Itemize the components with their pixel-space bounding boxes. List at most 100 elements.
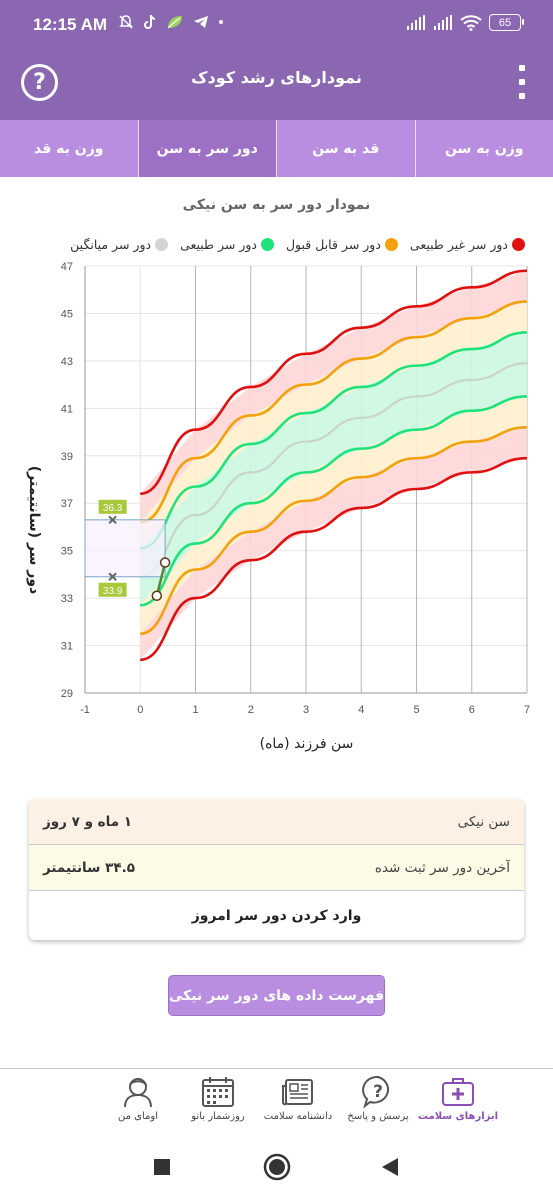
band-fill bbox=[140, 301, 527, 549]
age-value: ۱ ماه و ۷ روز bbox=[43, 813, 133, 830]
battery-icon: 65 bbox=[489, 14, 524, 31]
zoom-label-bg bbox=[98, 582, 127, 597]
series-line bbox=[140, 426, 528, 635]
y-tick-label: 29 bbox=[61, 688, 73, 700]
legend-dot-icon bbox=[384, 238, 398, 251]
recent-apps-icon[interactable] bbox=[153, 1158, 171, 1176]
series-line bbox=[140, 269, 528, 496]
zoom-marker-icon bbox=[108, 515, 117, 525]
wifi-icon bbox=[460, 14, 482, 31]
nav-label: ابزارهای سلامت bbox=[417, 1111, 499, 1122]
zoom-label-bg bbox=[98, 499, 127, 514]
x-axis-label: سن فرزند (ماه) bbox=[259, 736, 354, 752]
x-tick-label: -1 bbox=[80, 704, 90, 716]
help-button[interactable]: ? bbox=[21, 64, 58, 101]
signal-icon bbox=[434, 14, 452, 30]
y-tick-label: 31 bbox=[61, 641, 73, 653]
telegram-icon bbox=[194, 16, 208, 28]
band-fill bbox=[140, 270, 527, 523]
zoom-label: 33.9 bbox=[103, 586, 123, 597]
series-line bbox=[140, 362, 528, 578]
system-nav-bar bbox=[0, 1132, 553, 1200]
y-axis-label: دور سر (سانتیمتر) bbox=[26, 465, 42, 595]
zoom-label: 36.3 bbox=[103, 503, 123, 514]
x-tick-label: 7 bbox=[524, 704, 530, 716]
tab-head-age[interactable]: دور سر به سن bbox=[137, 120, 276, 177]
tab-height-age[interactable]: قد به سن bbox=[276, 120, 415, 177]
legend-dot-icon bbox=[155, 238, 169, 251]
tab-weight-age[interactable]: وزن به سن bbox=[414, 120, 553, 177]
last-measurement-value: ۳۴.۵ سانتیمتر bbox=[43, 859, 135, 876]
band-fill bbox=[140, 427, 527, 660]
legend-item-abnormal[interactable]: دور سر غیر طبیعی bbox=[410, 237, 525, 252]
user-profile-icon bbox=[124, 1078, 152, 1108]
x-tick-label: 4 bbox=[358, 704, 364, 716]
legend-item-average[interactable]: دور سر میانگین bbox=[70, 237, 169, 252]
y-tick-label: 33 bbox=[61, 593, 73, 605]
nav-calendar[interactable]: روزشمار بانو bbox=[178, 1069, 258, 1132]
legend-label: دور سر میانگین bbox=[70, 237, 152, 252]
zoom-marker-icon bbox=[108, 572, 117, 581]
chart-title: نمودار دور سر به سن نیکی bbox=[182, 197, 371, 213]
nav-health-tools[interactable]: ابزارهای سلامت bbox=[418, 1069, 498, 1132]
back-icon[interactable] bbox=[381, 1157, 399, 1177]
series-line bbox=[140, 456, 528, 662]
measurement-point bbox=[151, 590, 163, 601]
series-line bbox=[140, 395, 528, 607]
enter-today-button[interactable]: وارد کردن دور سر امروز bbox=[191, 907, 362, 924]
calendar-icon bbox=[202, 1077, 234, 1107]
app-bar: ? نمودارهای رشد کودک bbox=[0, 44, 553, 120]
signal-icon bbox=[407, 14, 425, 30]
zoom-box bbox=[84, 519, 166, 578]
band-fill bbox=[140, 363, 527, 606]
info-card: ۱ ماه و ۷ روز سن نیکی ۳۴.۵ سانتیمتر آخری… bbox=[29, 799, 524, 940]
last-measurement-row: ۳۴.۵ سانتیمتر آخرین دور سر ثبت شده bbox=[29, 845, 524, 891]
legend-dot-icon bbox=[260, 238, 274, 251]
age-label: سن نیکی bbox=[457, 813, 510, 830]
legend-item-acceptable[interactable]: دور سر قابل قبول bbox=[286, 237, 398, 252]
nav-encyclopedia[interactable]: دانشنامه سلامت bbox=[258, 1069, 338, 1132]
chart-legend: دور سر غیر طبیعی دور سر قابل قبول دور سر… bbox=[70, 237, 525, 252]
home-icon[interactable] bbox=[263, 1153, 291, 1181]
nav-label: روزشمار بانو bbox=[191, 1111, 245, 1122]
nav-label: دانشنامه سلامت bbox=[263, 1111, 333, 1122]
legend-label: دور سر غیر طبیعی bbox=[409, 237, 508, 252]
status-bar: 12:15 AM 65 bbox=[0, 0, 553, 44]
x-tick-label: 5 bbox=[413, 704, 419, 716]
x-tick-label: 3 bbox=[303, 704, 309, 716]
nav-label: اومای من bbox=[118, 1111, 158, 1122]
page-title: نمودارهای رشد کودک bbox=[191, 68, 362, 87]
band-fill bbox=[140, 396, 527, 634]
band-fill bbox=[140, 332, 527, 577]
newspaper-icon bbox=[282, 1079, 313, 1106]
legend-label: دور سر قابل قبول bbox=[285, 237, 381, 252]
series-line bbox=[140, 331, 528, 550]
tab-weight-height[interactable]: وزن به قد bbox=[34, 140, 104, 157]
x-tick-label: 6 bbox=[469, 704, 475, 716]
series-line bbox=[140, 300, 528, 524]
status-time: 12:15 AM bbox=[33, 15, 108, 34]
nav-profile[interactable]: اومای من bbox=[98, 1069, 178, 1132]
data-list-button[interactable]: فهرست داده های دور سر نیکی bbox=[168, 975, 385, 1016]
y-tick-label: 41 bbox=[61, 403, 73, 415]
chart-tabs: وزن به قد دور سر به سن قد به سن وزن به س… bbox=[0, 120, 553, 177]
notification-icons bbox=[118, 14, 224, 30]
x-tick-label: 2 bbox=[248, 704, 254, 716]
y-tick-label: 47 bbox=[61, 261, 73, 273]
legend-item-normal[interactable]: دور سر طبیعی bbox=[180, 237, 274, 252]
x-tick-label: 0 bbox=[137, 704, 143, 716]
measurement-line bbox=[155, 562, 167, 597]
y-tick-label: 45 bbox=[61, 308, 73, 320]
question-circle-icon: ? bbox=[33, 70, 46, 95]
y-tick-label: 35 bbox=[61, 546, 73, 558]
svg-text:?: ? bbox=[373, 1082, 383, 1102]
y-tick-label: 37 bbox=[61, 498, 73, 510]
more-vertical-icon[interactable] bbox=[515, 65, 529, 99]
last-measurement-label: آخرین دور سر ثبت شده bbox=[374, 859, 510, 876]
bell-off-icon bbox=[119, 15, 133, 29]
nav-qa[interactable]: ? پرسش و پاسخ bbox=[338, 1069, 418, 1132]
tiktok-icon bbox=[144, 14, 156, 29]
nav-label: پرسش و پاسخ bbox=[347, 1111, 409, 1122]
